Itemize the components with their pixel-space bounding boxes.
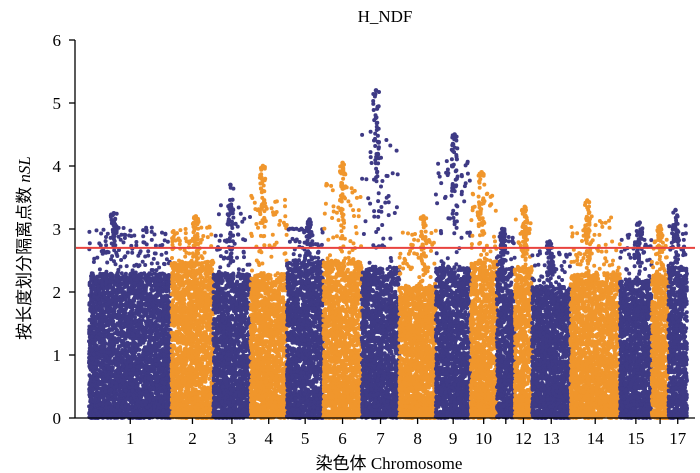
y-axis-label-em: nSL: [15, 156, 34, 182]
x-tick-label-4: 4: [264, 429, 273, 448]
chromosome-3-peak: [228, 182, 233, 188]
x-tick-label-9: 9: [449, 429, 458, 448]
y-tick-label-5: 5: [53, 94, 62, 113]
chromosome-4-points: [248, 163, 289, 420]
chromosome-10-points: [468, 170, 499, 420]
x-tick-label-1: 1: [126, 429, 135, 448]
y-tick-label-1: 1: [53, 346, 62, 365]
x-tick-label-8: 8: [413, 429, 422, 448]
chromosome-15-points: [618, 220, 654, 420]
chromosome-1-points: [87, 211, 174, 420]
chromosome-9-points: [433, 132, 473, 420]
x-tick-label-13: 13: [543, 429, 560, 448]
x-tick-label-5: 5: [301, 429, 310, 448]
chromosome-13-peak: [547, 239, 552, 244]
x-axis-label-cn: 染色体: [316, 454, 367, 473]
chromosome-14-peak: [585, 198, 590, 203]
x-tick-label-10: 10: [475, 429, 492, 448]
x-tick-label-7: 7: [376, 429, 385, 448]
chromosome-16-peak: [657, 223, 663, 229]
chromosome-5-peak: [307, 217, 312, 222]
y-axis-label-cn: 按长度划分隔离点数: [15, 187, 34, 340]
chromosome-8-points: [397, 214, 438, 420]
chromosome-17-points: [666, 207, 689, 420]
chromosome-6-peak: [340, 160, 345, 166]
chromosome-9-peak: [452, 132, 457, 137]
chromosome-17-peak: [673, 207, 678, 213]
x-tick-label-15: 15: [627, 429, 644, 448]
chromosome-1-peak: [111, 211, 117, 216]
x-tick-label-2: 2: [188, 429, 197, 448]
y-axis-label: 按长度划分隔离点数 nSL: [15, 156, 34, 340]
chromosome-11-peak: [499, 226, 505, 232]
x-tick-label-3: 3: [228, 429, 237, 448]
chromosome-5-points: [285, 217, 326, 420]
x-tick-label-12: 12: [515, 429, 532, 448]
chromosome-12-peak: [522, 204, 528, 210]
x-tick-label-6: 6: [338, 429, 347, 448]
data-points: [87, 88, 689, 420]
y-tick-label-0: 0: [53, 409, 62, 428]
chromosome-2-points: [169, 214, 216, 420]
chromosome-15-peak: [637, 220, 642, 225]
chromosome-13-points: [530, 239, 573, 420]
chromosome-10-peak: [479, 170, 484, 175]
chromosome-7-points: [359, 88, 402, 420]
chromosome-4-peak: [260, 163, 266, 169]
chromosome-11-points: [494, 226, 517, 420]
x-axis-label: 染色体 Chromosome: [316, 454, 463, 473]
chromosome-3-points: [211, 182, 253, 420]
y-tick-label-4: 4: [53, 157, 62, 176]
y-tick-label-3: 3: [53, 220, 62, 239]
chart-title: H_NDF: [358, 7, 413, 26]
chromosome-8-peak: [421, 214, 426, 219]
y-tick-label-2: 2: [53, 283, 62, 302]
chromosome-2-peak: [193, 214, 199, 219]
x-tick-label-17: 17: [669, 429, 687, 448]
chromosome-7-peak: [373, 88, 379, 93]
chromosome-6-points: [321, 160, 364, 420]
x-tick-label-14: 14: [587, 429, 605, 448]
x-axis-label-en: Chromosome: [371, 454, 463, 473]
y-tick-label-6: 6: [53, 31, 62, 50]
chromosome-14-points: [568, 198, 622, 420]
